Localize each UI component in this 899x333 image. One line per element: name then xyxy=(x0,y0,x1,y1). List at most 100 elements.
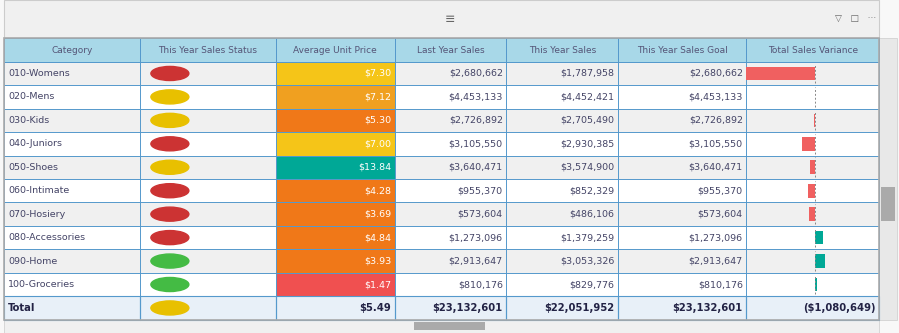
Text: 050-Shoes: 050-Shoes xyxy=(8,163,58,172)
Bar xyxy=(395,38,506,62)
Bar xyxy=(807,184,815,197)
Text: Total Sales Variance: Total Sales Variance xyxy=(768,46,858,55)
Bar xyxy=(395,273,506,296)
Bar xyxy=(140,156,276,179)
Text: $4,453,133: $4,453,133 xyxy=(689,93,743,102)
Bar xyxy=(4,273,140,296)
Bar xyxy=(414,322,485,330)
Bar xyxy=(4,109,140,132)
Bar xyxy=(276,132,395,156)
Bar xyxy=(4,179,140,202)
Text: $955,370: $955,370 xyxy=(458,186,503,195)
Text: $573,604: $573,604 xyxy=(458,210,503,219)
Bar xyxy=(276,109,395,132)
Bar xyxy=(140,296,276,320)
Text: This Year Sales Goal: This Year Sales Goal xyxy=(636,46,727,55)
Bar xyxy=(619,62,746,85)
Bar xyxy=(140,132,276,156)
Bar xyxy=(140,273,276,296)
Bar xyxy=(4,202,140,226)
Bar xyxy=(814,114,815,127)
Bar xyxy=(619,202,746,226)
Text: $3,574,900: $3,574,900 xyxy=(560,163,615,172)
Bar xyxy=(395,296,506,320)
Bar xyxy=(276,38,395,62)
Bar xyxy=(746,85,879,109)
Bar xyxy=(746,62,879,85)
Bar xyxy=(140,109,276,132)
Bar xyxy=(276,156,395,179)
Bar xyxy=(506,249,619,273)
Bar xyxy=(746,132,879,156)
Bar xyxy=(506,226,619,249)
Bar xyxy=(619,85,746,109)
Bar xyxy=(619,296,746,320)
Circle shape xyxy=(151,230,189,245)
Bar xyxy=(506,132,619,156)
Bar xyxy=(506,85,619,109)
Bar xyxy=(140,249,276,273)
Bar xyxy=(746,156,879,179)
Bar xyxy=(506,38,619,62)
Bar xyxy=(395,132,506,156)
Text: $852,329: $852,329 xyxy=(569,186,615,195)
Bar xyxy=(746,179,879,202)
Bar xyxy=(4,38,140,62)
Text: $2,705,490: $2,705,490 xyxy=(561,116,615,125)
Bar xyxy=(619,202,746,226)
Bar xyxy=(619,38,746,62)
Circle shape xyxy=(151,67,189,81)
Bar xyxy=(395,62,506,85)
Text: $3,053,326: $3,053,326 xyxy=(560,256,615,265)
Bar xyxy=(4,38,140,62)
Bar xyxy=(746,273,879,296)
Bar xyxy=(619,296,746,320)
Circle shape xyxy=(151,113,189,128)
Bar xyxy=(4,249,140,273)
Bar xyxy=(395,85,506,109)
Bar xyxy=(619,132,746,156)
Bar xyxy=(140,179,276,202)
Text: $13.84: $13.84 xyxy=(358,163,391,172)
Bar xyxy=(619,179,746,202)
Bar xyxy=(619,85,746,109)
Bar xyxy=(619,273,746,296)
Text: $573,604: $573,604 xyxy=(698,210,743,219)
Bar xyxy=(395,273,506,296)
Bar xyxy=(802,137,815,151)
Text: $5.49: $5.49 xyxy=(360,303,391,313)
Text: ≡: ≡ xyxy=(444,13,455,26)
Bar xyxy=(619,132,746,156)
Circle shape xyxy=(151,254,189,268)
Bar xyxy=(140,85,276,109)
Bar xyxy=(4,156,140,179)
Bar xyxy=(140,179,276,202)
Text: $2,930,385: $2,930,385 xyxy=(560,139,615,148)
Bar xyxy=(395,62,506,85)
Text: 080-Accessories: 080-Accessories xyxy=(8,233,85,242)
Bar xyxy=(506,156,619,179)
Text: 060-Intimate: 060-Intimate xyxy=(8,186,69,195)
Bar xyxy=(276,226,395,249)
Text: This Year Sales: This Year Sales xyxy=(529,46,596,55)
Text: $3,640,471: $3,640,471 xyxy=(689,163,743,172)
Bar xyxy=(4,109,140,132)
Bar xyxy=(276,85,395,109)
Text: 100-Groceries: 100-Groceries xyxy=(8,280,76,289)
Bar xyxy=(506,179,619,202)
Bar xyxy=(4,296,140,320)
Bar xyxy=(276,156,395,179)
Bar xyxy=(395,132,506,156)
Bar xyxy=(619,109,746,132)
Text: $3.69: $3.69 xyxy=(364,210,391,219)
Text: This Year Sales Status: This Year Sales Status xyxy=(158,46,257,55)
Bar xyxy=(809,207,815,221)
Text: $2,726,892: $2,726,892 xyxy=(689,116,743,125)
Bar xyxy=(619,156,746,179)
Text: $3,105,550: $3,105,550 xyxy=(689,139,743,148)
Bar xyxy=(140,38,276,62)
Bar xyxy=(619,156,746,179)
Text: $3,105,550: $3,105,550 xyxy=(449,139,503,148)
Bar xyxy=(619,226,746,249)
Text: ($1,080,649): ($1,080,649) xyxy=(803,303,876,313)
